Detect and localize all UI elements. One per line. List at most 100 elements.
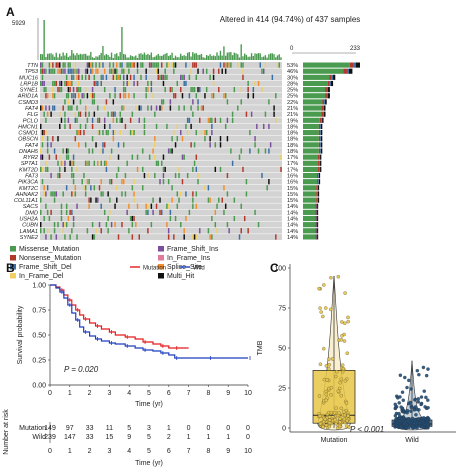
mutation-cell: [114, 129, 116, 136]
mutation-cell: [207, 228, 210, 234]
mutation-cell: [161, 62, 163, 68]
data-point: [347, 425, 351, 430]
mutation-cell: [81, 93, 83, 99]
mutation-cell: [74, 68, 77, 74]
mutation-cell: [185, 62, 187, 68]
tmb-bar: [46, 53, 49, 60]
risk-row-label: Wild: [32, 434, 46, 441]
data-point: [409, 387, 413, 391]
gene-bar-multihit: [333, 74, 336, 80]
mutation-cell: [180, 191, 182, 197]
tmb-bar: [60, 56, 63, 60]
mutation-cell: [129, 129, 132, 136]
mutation-cell: [169, 86, 172, 93]
mutation-cell: [91, 62, 94, 68]
mutation-cell: [98, 221, 101, 228]
gene-bar-frameshift: [323, 111, 324, 117]
tmb-bar: [138, 53, 140, 60]
mutation-cell: [64, 99, 66, 105]
tmb-bar: [259, 53, 261, 60]
mutation-cell: [226, 172, 229, 179]
mutation-cell: [105, 74, 108, 81]
percent-label: 22%: [287, 100, 298, 106]
gene-bar-missense: [303, 111, 322, 117]
mutation-cell: [88, 74, 90, 81]
mutation-cell: [64, 160, 66, 166]
mutation-cell: [122, 142, 125, 148]
mutation-cell: [230, 62, 232, 68]
km-y-tick-label: 0.50: [32, 333, 46, 340]
mutation-cell: [64, 221, 66, 228]
mutation-cell: [148, 154, 151, 160]
gene-bar-multihit: [318, 191, 320, 197]
percent-label: 18%: [287, 137, 298, 143]
tmb-bar: [135, 55, 137, 60]
mutation-cell: [133, 191, 135, 197]
data-point: [409, 405, 414, 410]
mutation-cell: [273, 105, 275, 111]
mutation-cell: [45, 105, 47, 111]
data-point: [393, 405, 398, 410]
tmb-bar: [174, 55, 177, 60]
mutation-cell: [97, 80, 99, 87]
mutation-cell: [71, 105, 73, 111]
gene-bar-missense: [303, 105, 322, 111]
mutation-cell: [69, 123, 71, 130]
tmb-bar: [186, 52, 189, 60]
tmb-bar: [278, 54, 280, 60]
tmb-bar: [216, 52, 218, 60]
mutation-cell: [219, 136, 222, 142]
percent-label: 25%: [287, 94, 298, 100]
mutation-cell: [86, 62, 89, 68]
mutation-cell: [207, 117, 210, 123]
mutation-cell: [50, 142, 52, 148]
risk-x-tick-label: 9: [226, 448, 230, 455]
mutation-cell: [195, 203, 198, 209]
mutation-cell: [122, 74, 125, 81]
mutation-cell: [145, 68, 147, 74]
mutation-cell: [57, 160, 59, 166]
data-point: [334, 374, 338, 379]
data-point: [317, 394, 322, 398]
km-legend: Mutation Wild: [130, 266, 205, 272]
mutation-cell: [41, 68, 44, 74]
percent-label: 16%: [287, 174, 298, 180]
mutation-cell: [100, 228, 102, 234]
mutation-cell: [119, 62, 121, 68]
mutation-cell: [62, 221, 64, 228]
mutation-cell: [121, 221, 123, 228]
mutation-cell: [122, 80, 125, 87]
mutation-cell: [88, 179, 90, 185]
gene-bar-missense: [303, 197, 317, 203]
mutation-cell: [48, 215, 51, 222]
gene-label: HMCN1: [18, 124, 38, 130]
mutation-cell: [52, 93, 54, 99]
mutation-cell: [183, 80, 185, 87]
mutation-cell: [131, 221, 134, 228]
gene-bar-frameshift: [326, 93, 329, 99]
mutation-cell: [71, 166, 73, 173]
mutation-cell: [173, 93, 175, 99]
mutation-cell: [40, 154, 42, 160]
mutation-cell: [43, 129, 45, 136]
mutation-cell: [154, 62, 156, 68]
percent-label: 14%: [287, 229, 298, 235]
mutation-cell: [162, 172, 165, 179]
mutation-cell: [199, 228, 201, 234]
mutation-cell: [212, 93, 215, 99]
mutation-cell: [107, 215, 109, 222]
gene-bar-multihit: [318, 197, 320, 203]
mutation-cell: [71, 80, 73, 87]
tmb-bar: [245, 54, 248, 60]
gene-bar-multihit: [320, 154, 322, 160]
data-point: [419, 395, 424, 399]
tmb-bar: [242, 56, 244, 60]
mutation-cell: [218, 86, 220, 93]
mutation-cell: [46, 185, 49, 191]
mutation-cell: [72, 68, 75, 74]
risk-value: 9: [127, 434, 131, 441]
mutation-cell: [79, 123, 82, 130]
mutation-cell: [254, 80, 256, 87]
mutation-cell: [264, 148, 267, 154]
gene-label: DMD: [25, 210, 38, 216]
